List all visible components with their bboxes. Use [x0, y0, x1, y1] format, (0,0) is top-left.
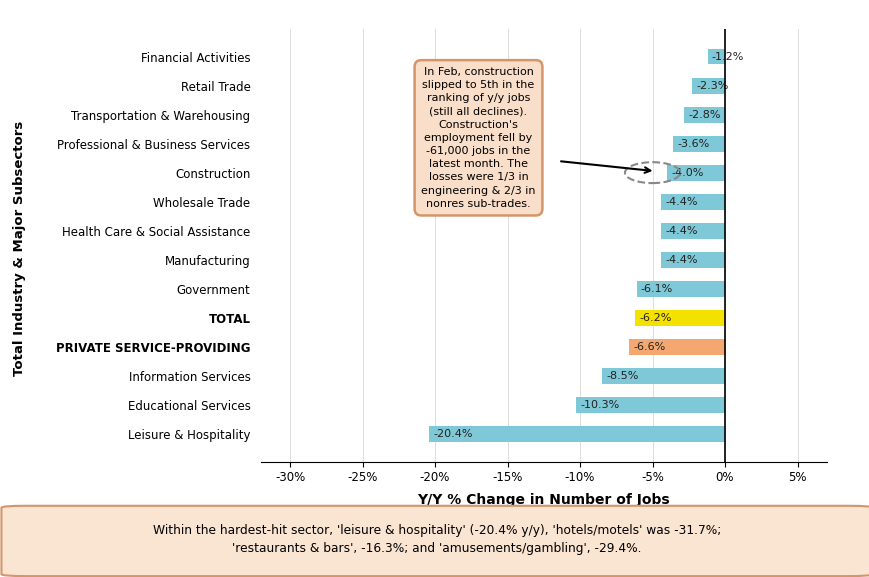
- Bar: [428, 426, 724, 442]
- Text: -4.4%: -4.4%: [665, 197, 697, 207]
- Text: -1.2%: -1.2%: [711, 51, 744, 62]
- Text: Total Industry & Major Subsectors: Total Industry & Major Subsectors: [13, 121, 25, 376]
- Text: -4.0%: -4.0%: [671, 168, 703, 178]
- Text: -2.8%: -2.8%: [688, 110, 720, 119]
- Text: Within the hardest-hit sector, 'leisure & hospitality' (-20.4% y/y), 'hotels/mot: Within the hardest-hit sector, 'leisure …: [153, 524, 720, 555]
- Text: -2.3%: -2.3%: [695, 81, 727, 91]
- Bar: [706, 48, 724, 65]
- Bar: [660, 194, 724, 209]
- Text: In Feb, construction
slipped to 5th in the
ranking of y/y jobs
(still all declin: In Feb, construction slipped to 5th in t…: [421, 67, 535, 209]
- FancyBboxPatch shape: [2, 506, 869, 576]
- Text: -6.6%: -6.6%: [633, 342, 665, 352]
- Text: -4.4%: -4.4%: [665, 226, 697, 236]
- Bar: [660, 252, 724, 268]
- Bar: [636, 281, 724, 297]
- Text: -4.4%: -4.4%: [665, 254, 697, 265]
- Text: -6.1%: -6.1%: [640, 284, 673, 294]
- Text: -6.2%: -6.2%: [639, 313, 671, 323]
- Bar: [667, 164, 724, 181]
- Bar: [628, 339, 724, 355]
- Bar: [575, 397, 724, 413]
- Bar: [691, 77, 724, 93]
- Text: -3.6%: -3.6%: [676, 138, 708, 149]
- Bar: [660, 223, 724, 239]
- X-axis label: Y/Y % Change in Number of Jobs: Y/Y % Change in Number of Jobs: [417, 493, 669, 507]
- Text: -8.5%: -8.5%: [606, 371, 638, 381]
- Text: -20.4%: -20.4%: [433, 429, 473, 439]
- Bar: [634, 310, 724, 326]
- Bar: [672, 136, 724, 152]
- Bar: [601, 368, 724, 384]
- Bar: [684, 107, 724, 122]
- Text: -10.3%: -10.3%: [580, 400, 619, 410]
